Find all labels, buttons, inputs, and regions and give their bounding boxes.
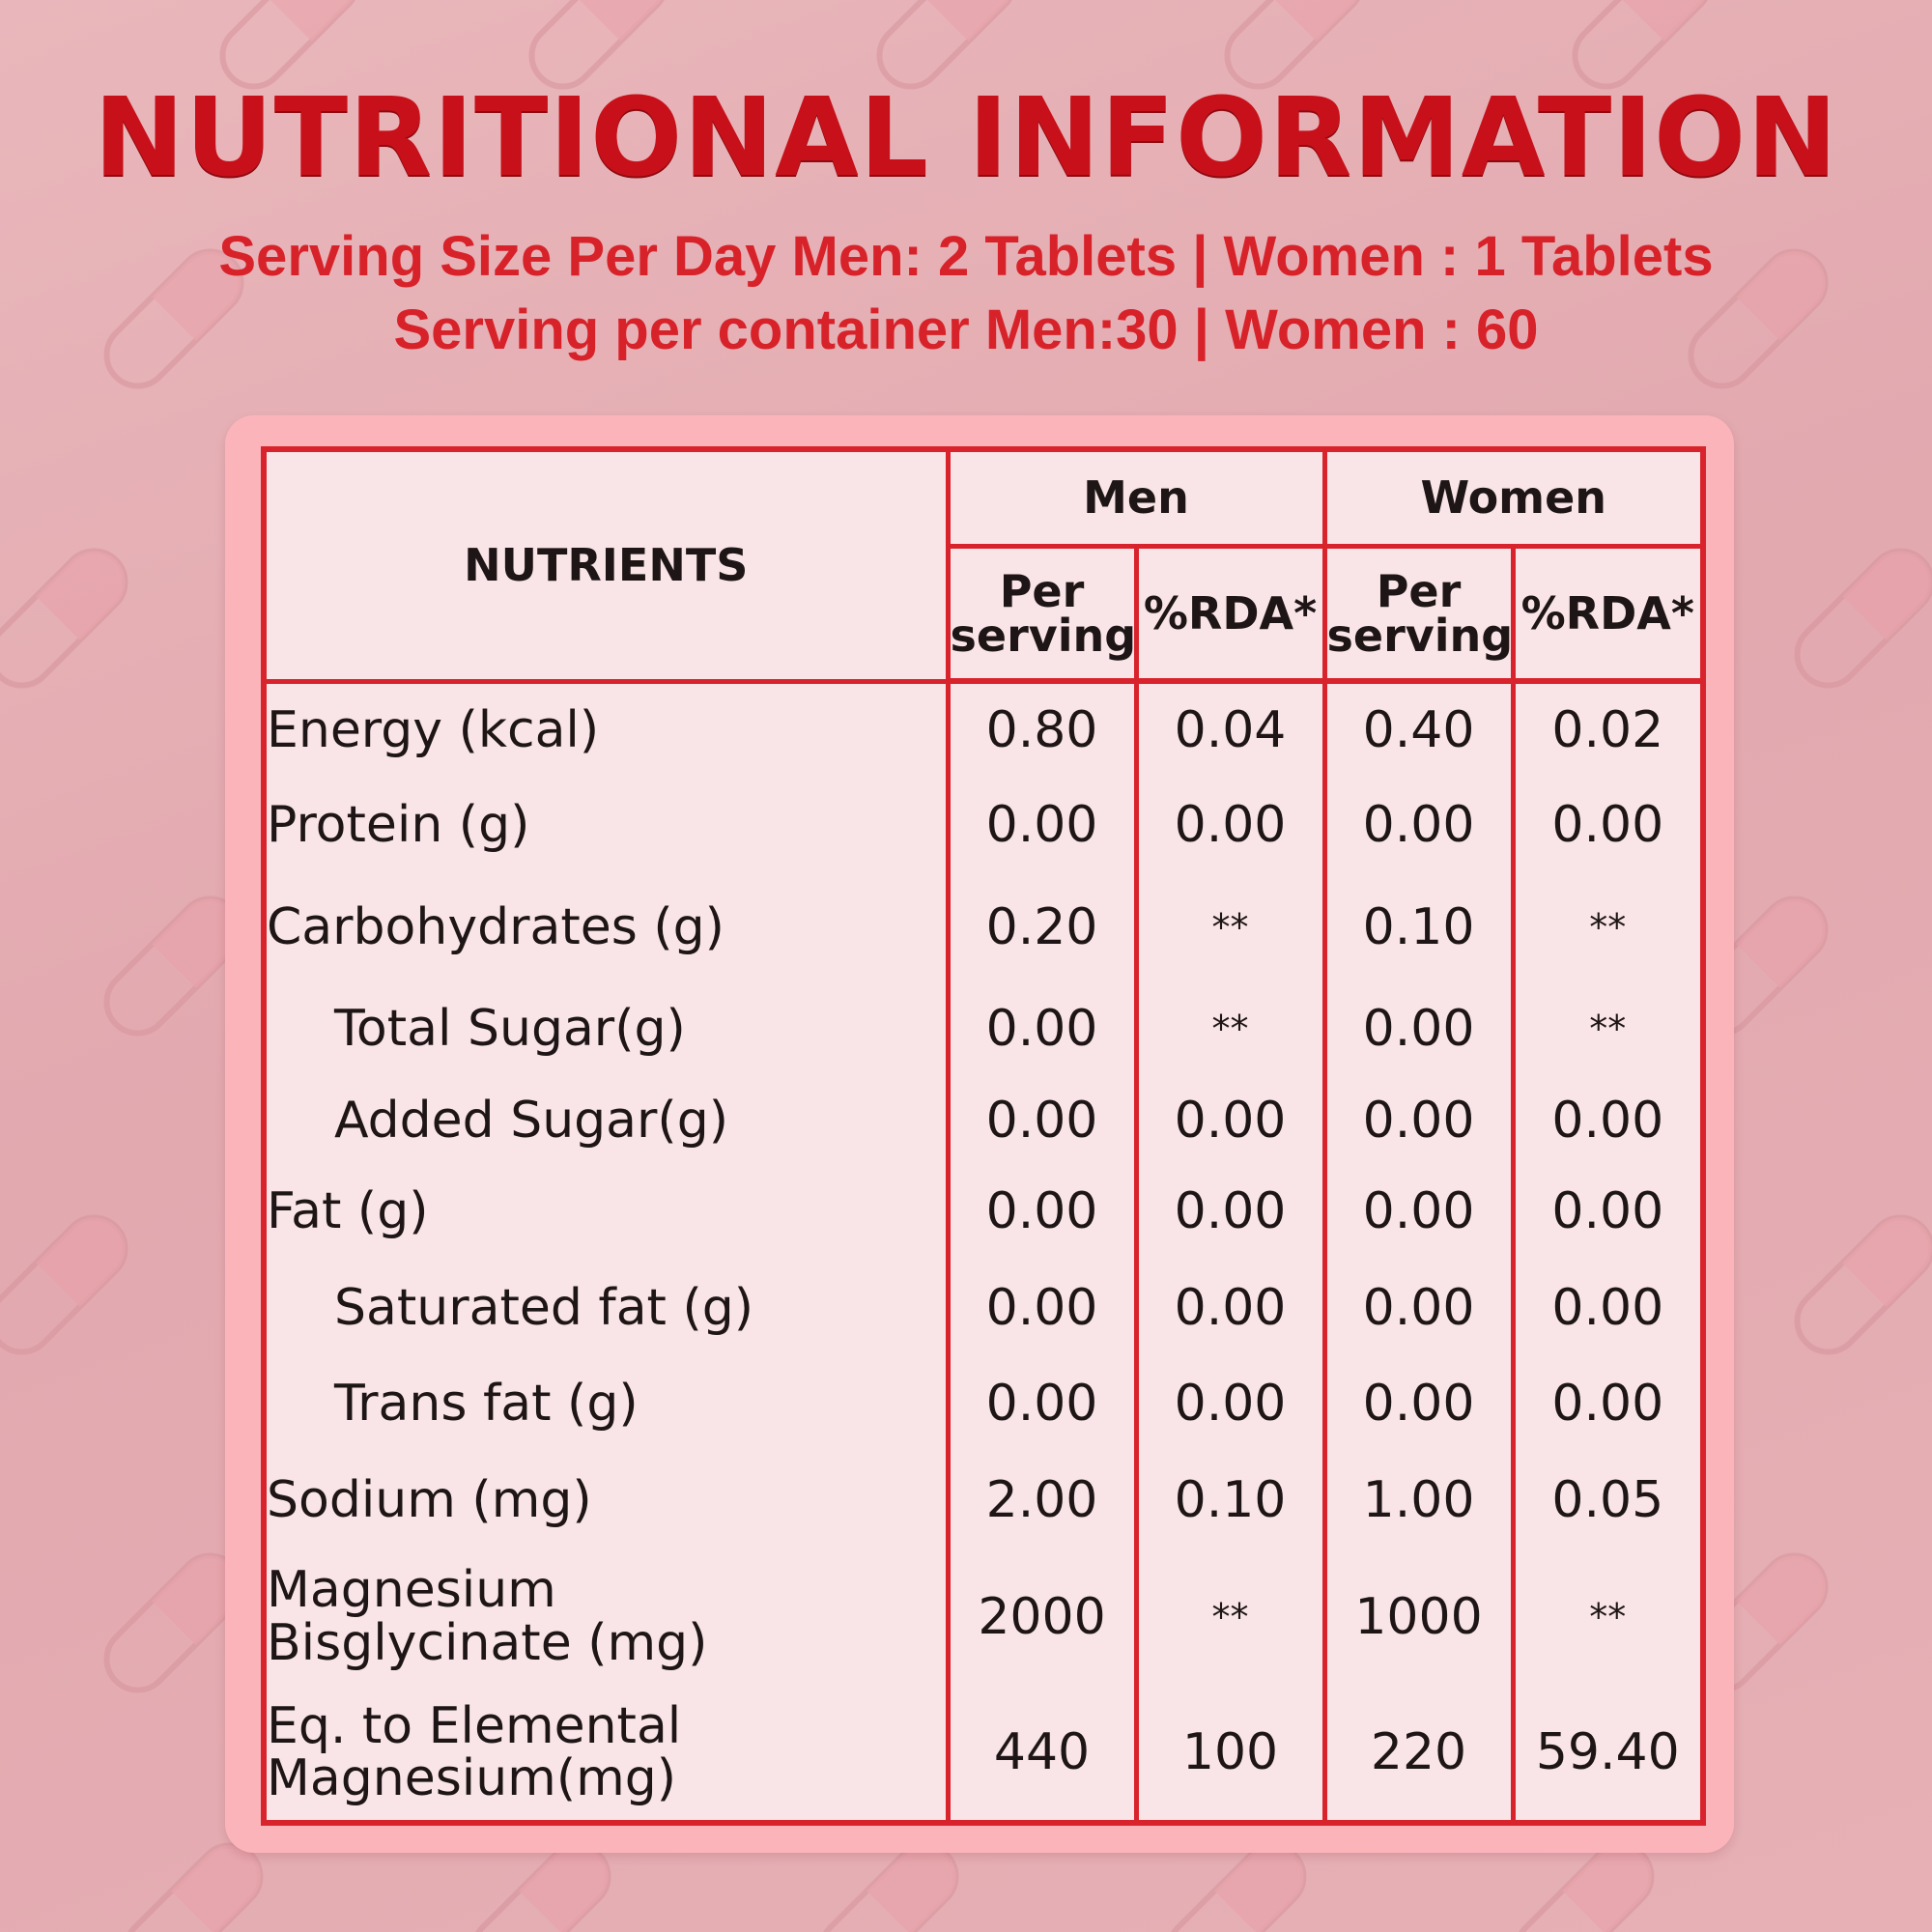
women-rda-value: 0.00 — [1510, 1355, 1706, 1453]
men-per-serving-header: Per serving — [945, 546, 1139, 684]
men-per-value: 0.00 — [945, 777, 1139, 873]
serving-size-line: Serving Size Per Day Men: 2 Tablets | Wo… — [218, 225, 1714, 288]
men-per-value: 0.00 — [945, 1355, 1139, 1453]
women-per-value: 0.10 — [1321, 873, 1516, 981]
nutrient-name: Total Sugar(g) — [261, 980, 951, 1078]
nutrition-rows: Energy (kcal) 0.80 0.04 0.40 0.02 Protein (g)… — [261, 681, 1706, 1823]
women-rda-value: 0.00 — [1510, 1163, 1706, 1261]
men-rda-value: 0.04 — [1133, 681, 1327, 778]
women-rda-value: ** — [1510, 1548, 1706, 1686]
nutrient-name: Magnesium Bisglycinate (mg) — [261, 1548, 951, 1686]
women-header: Women — [1321, 449, 1706, 549]
women-rda-value: 0.05 — [1510, 1452, 1706, 1548]
men-rda-header: %RDA* — [1133, 546, 1327, 684]
men-per-value: 2.00 — [945, 1452, 1139, 1548]
table-row: Total Sugar(g) 0.00 ** 0.00 ** — [261, 980, 1706, 1078]
table-row: Fat (g) 0.00 0.00 0.00 0.00 — [261, 1163, 1706, 1261]
table-row: Eq. to Elemental Magnesium(mg) 440 100 220 5… — [261, 1685, 1706, 1823]
men-per-value: 440 — [945, 1685, 1139, 1823]
men-per-value: 0.00 — [945, 980, 1139, 1078]
women-per-value: 0.40 — [1321, 681, 1516, 778]
women-rda-value: 0.00 — [1510, 777, 1706, 873]
nutrient-name: Trans fat (g) — [261, 1355, 951, 1453]
men-rda-value: 0.00 — [1133, 1163, 1327, 1261]
women-rda-value: 59.40 — [1510, 1685, 1706, 1823]
men-per-value: 0.20 — [945, 873, 1139, 981]
women-rda-value: ** — [1510, 873, 1706, 981]
men-per-value: 0.00 — [945, 1260, 1139, 1356]
women-per-value: 0.00 — [1321, 1077, 1516, 1164]
women-per-value: 0.00 — [1321, 777, 1516, 873]
nutrient-name: Protein (g) — [261, 777, 951, 873]
table-row: Protein (g) 0.00 0.00 0.00 0.00 — [261, 777, 1706, 873]
nutrients-header: NUTRIENTS — [261, 449, 951, 684]
nutrient-name: Saturated fat (g) — [261, 1260, 951, 1356]
nutrient-name: Carbohydrates (g) — [261, 873, 951, 981]
women-per-serving-header: Per serving — [1321, 546, 1516, 684]
table-row: Saturated fat (g) 0.00 0.00 0.00 0.00 — [261, 1260, 1706, 1356]
women-per-value: 220 — [1321, 1685, 1516, 1823]
women-rda-value: 0.00 — [1510, 1077, 1706, 1164]
nutrient-name: Eq. to Elemental Magnesium(mg) — [261, 1685, 951, 1823]
table-row: Carbohydrates (g) 0.20 ** 0.10 ** — [261, 873, 1706, 981]
men-rda-value: 0.00 — [1133, 1077, 1327, 1164]
men-rda-value: ** — [1133, 980, 1327, 1078]
women-rda-value: 0.02 — [1510, 681, 1706, 778]
women-rda-header: %RDA* — [1510, 546, 1706, 684]
men-header: Men — [945, 449, 1327, 549]
women-per-value: 0.00 — [1321, 1260, 1516, 1356]
women-per-value: 1000 — [1321, 1548, 1516, 1686]
men-per-value: 2000 — [945, 1548, 1139, 1686]
table-row: Energy (kcal) 0.80 0.04 0.40 0.02 — [261, 681, 1706, 778]
table-row: Added Sugar(g) 0.00 0.00 0.00 0.00 — [261, 1077, 1706, 1164]
table-row: Trans fat (g) 0.00 0.00 0.00 0.00 — [261, 1355, 1706, 1453]
men-rda-value: 0.10 — [1133, 1452, 1327, 1548]
nutrient-name: Energy (kcal) — [261, 681, 951, 778]
nutrient-name: Added Sugar(g) — [261, 1077, 951, 1164]
women-per-value: 0.00 — [1321, 1163, 1516, 1261]
women-rda-value: 0.00 — [1510, 1260, 1706, 1356]
men-rda-value: ** — [1133, 873, 1327, 981]
nutrient-name: Fat (g) — [261, 1163, 951, 1261]
men-rda-value: 0.00 — [1133, 777, 1327, 873]
women-per-value: 0.00 — [1321, 1355, 1516, 1453]
nutrient-name: Sodium (mg) — [261, 1452, 951, 1548]
men-rda-value: 0.00 — [1133, 1260, 1327, 1356]
women-rda-value: ** — [1510, 980, 1706, 1078]
table-row: Sodium (mg) 2.00 0.10 1.00 0.05 — [261, 1452, 1706, 1548]
men-per-value: 0.00 — [945, 1077, 1139, 1164]
men-per-value: 0.00 — [945, 1163, 1139, 1261]
table-row: Magnesium Bisglycinate (mg) 2000 ** 1000 ** — [261, 1548, 1706, 1686]
men-per-value: 0.80 — [945, 681, 1139, 778]
women-per-value: 1.00 — [1321, 1452, 1516, 1548]
men-rda-value: 100 — [1133, 1685, 1327, 1823]
women-per-value: 0.00 — [1321, 980, 1516, 1078]
page-title: NUTRITIONAL INFORMATION — [94, 75, 1838, 201]
men-rda-value: 0.00 — [1133, 1355, 1327, 1453]
men-rda-value: ** — [1133, 1548, 1327, 1686]
nutrition-table: NUTRIENTS Men Women Per serving %RDA* Pe… — [261, 446, 1707, 1826]
serving-container-line: Serving per container Men:30 | Women : 6… — [393, 298, 1539, 361]
